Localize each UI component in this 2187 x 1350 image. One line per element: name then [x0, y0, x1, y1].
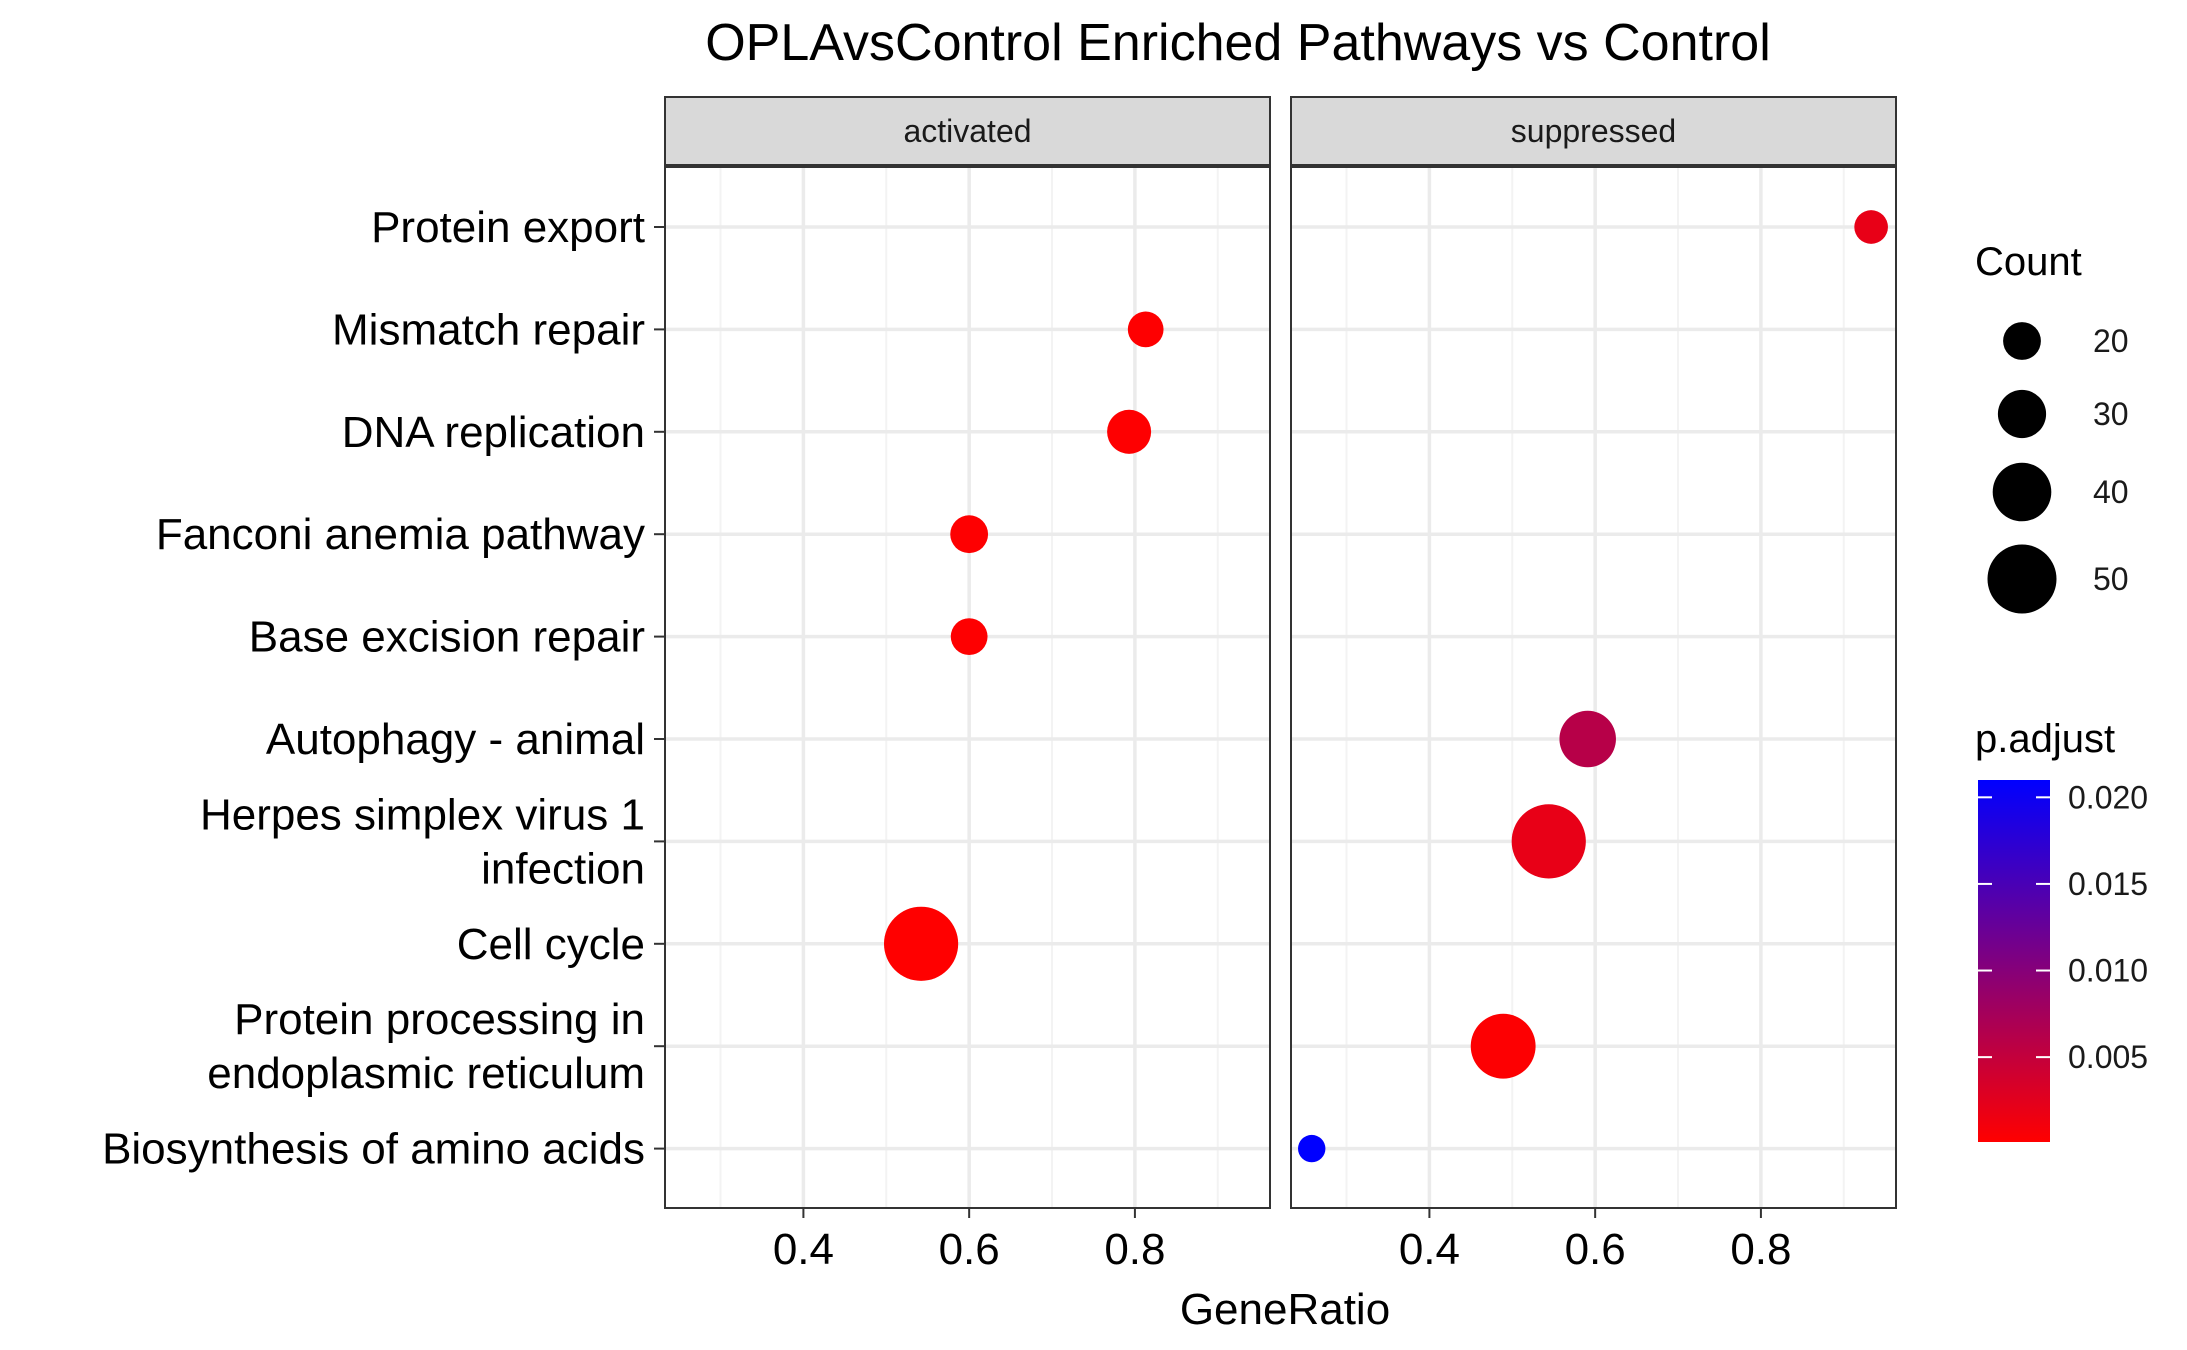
x-tick-label: 0.4 [1399, 1225, 1460, 1274]
y-tick-label: Base excision repair [249, 613, 645, 662]
size-legend-key [1987, 544, 2057, 614]
size-legend-key [1992, 462, 2052, 522]
x-tick-label: 0.4 [773, 1225, 834, 1274]
data-point [1127, 311, 1164, 348]
color-legend-label: 0.010 [2068, 953, 2148, 989]
facet-strip-label: activated [903, 113, 1031, 149]
y-tick-label-line: Protein export [371, 203, 645, 252]
y-tick-label: Mismatch repair [332, 305, 645, 354]
y-tick-label: Fanconi anemia pathway [156, 510, 645, 559]
y-tick-label: Protein processing in endoplasmic reticul… [207, 995, 645, 1098]
facet-strip [664, 96, 1271, 166]
y-tick-label-line: Fanconi anemia pathway [156, 510, 645, 559]
x-axis-title: GeneRatio [1180, 1285, 1390, 1334]
size-legend-label: 50 [2093, 561, 2129, 597]
y-tick-label-line: infection [481, 844, 645, 893]
panels: activated 0.4 0.6 0.8 suppressed 0.4 0.6 0.8 [664, 96, 1897, 1274]
x-tick-label: 0.6 [1565, 1225, 1626, 1274]
y-tick-label: Autophagy - animal [266, 715, 645, 764]
y-tick-label: Biosynthesis of amino acids [102, 1125, 645, 1174]
y-tick-label-line: Mismatch repair [332, 305, 645, 354]
x-tick-label: 0.6 [939, 1225, 1000, 1274]
size-legend-label: 30 [2093, 396, 2129, 432]
data-point [883, 906, 959, 981]
data-point [1559, 710, 1616, 768]
x-tick-label: 0.8 [1104, 1225, 1165, 1274]
x-tick-label: 0.8 [1730, 1225, 1791, 1274]
data-point [1298, 1134, 1326, 1163]
facet-panel-activated: activated 0.4 0.6 0.8 [664, 96, 1271, 1274]
color-legend-label: 0.020 [2068, 779, 2148, 815]
data-point [1854, 210, 1888, 244]
y-axis: Protein export Mismatch repair DNA replica… [102, 203, 665, 1174]
y-tick-label: Herpes simplex virus 1 infection [200, 790, 645, 893]
facet-panel-suppressed: suppressed 0.4 0.6 0.8 [1290, 96, 1897, 1274]
facet-strip-label: suppressed [1511, 113, 1676, 149]
panel-border [1290, 166, 1897, 1209]
y-tick-label-line: Biosynthesis of amino acids [102, 1125, 645, 1174]
panel-border [664, 166, 1271, 1209]
size-legend-key [1997, 389, 2047, 439]
color-legend-title: p.adjust [1975, 717, 2115, 761]
y-tick-label: Cell cycle [457, 920, 645, 969]
facet-strip [1290, 96, 1897, 166]
y-tick-label-line: Protein processing in [234, 995, 645, 1044]
y-tick-label-line: Base excision repair [249, 613, 645, 662]
data-point [950, 618, 988, 655]
chart-title: OPLAvsControl Enriched Pathways vs Contr… [705, 14, 1771, 72]
y-tick-label: DNA replication [342, 408, 645, 457]
y-tick-label-line: Cell cycle [457, 920, 645, 969]
color-legend-bar [1978, 780, 2050, 1142]
color-legend-label: 0.005 [2068, 1039, 2148, 1075]
data-point [1511, 804, 1586, 879]
size-legend-label: 20 [2093, 323, 2129, 359]
y-tick-label-line: Autophagy - animal [266, 715, 645, 764]
y-tick-label-line: DNA replication [342, 408, 645, 457]
data-point [950, 515, 989, 554]
legends: Count 20 30 40 50 p.adjust 0.020 0.015 0.010 0.00… [1975, 240, 2148, 1142]
data-point [1470, 1013, 1536, 1079]
y-tick-label-line: endoplasmic reticulum [207, 1049, 645, 1098]
size-legend-label: 40 [2093, 474, 2129, 510]
y-tick-label: Protein export [371, 203, 645, 252]
color-legend-label: 0.015 [2068, 866, 2148, 902]
size-legend-title: Count [1975, 240, 2082, 284]
y-tick-label-line: Herpes simplex virus 1 [200, 790, 645, 839]
size-legend-key [2003, 322, 2041, 360]
data-point [1107, 409, 1152, 454]
